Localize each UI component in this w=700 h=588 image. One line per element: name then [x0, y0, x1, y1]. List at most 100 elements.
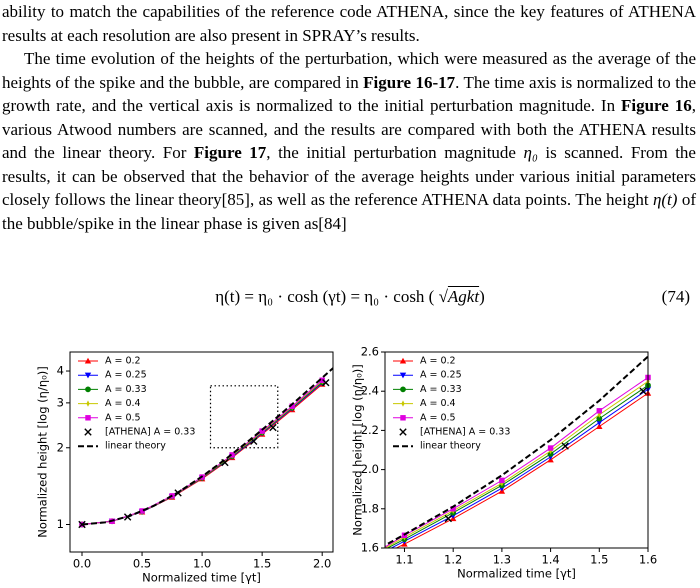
y-tick-label: 2.4	[361, 384, 379, 398]
marker	[84, 428, 92, 436]
marker	[547, 445, 554, 451]
x-tick-label: 1.5	[253, 557, 271, 571]
y-tick-label: 2.6	[361, 345, 379, 359]
text-run: ability to match the capabilities of the…	[2, 2, 696, 45]
marker	[444, 514, 453, 523]
x-tick-label: 1.6	[639, 553, 657, 567]
y-tick-label: 1.8	[361, 501, 379, 515]
legend-label: A = 0.25	[105, 370, 147, 381]
legend-label: [ATHENA] A = 0.33	[420, 427, 510, 438]
x-tick-label: 1.1	[395, 553, 413, 567]
y-tick-label: 1	[57, 517, 64, 531]
legend-label: A = 0.33	[420, 384, 462, 395]
equation-left: η(t) = η₀ · cosh (γt) = η₀ · cosh ( √	[215, 287, 448, 306]
marker	[259, 428, 265, 434]
equation-number: (74)	[661, 287, 690, 306]
legend-label: A = 0.4	[105, 398, 141, 409]
y-tick-label: 2	[57, 440, 64, 454]
marker	[399, 372, 407, 379]
math: η(t)	[652, 190, 678, 209]
equation-body: η(t) = η₀ · cosh (γt) = η₀ · cosh ( √Agk…	[0, 287, 700, 307]
legend-label: A = 0.2	[105, 356, 141, 367]
inset-box	[209, 385, 279, 449]
x-tick-label: 1.4	[541, 553, 559, 567]
marker	[639, 387, 647, 395]
marker	[561, 442, 569, 450]
x-tick-label: 1.2	[444, 553, 462, 567]
marker	[400, 386, 406, 393]
equation-right: )	[479, 287, 485, 306]
marker	[269, 423, 277, 432]
y-tick-label: 1.6	[361, 541, 379, 555]
equation-radicand: Agkt	[447, 287, 480, 306]
x-axis-label: Normalized time [γt]	[457, 567, 576, 581]
series	[385, 355, 648, 547]
axes-frame	[69, 351, 334, 553]
x-tick-label: 1.0	[193, 557, 211, 571]
marker	[450, 506, 456, 512]
text-run: The time evolution of the heights of the…	[2, 49, 696, 92]
y-tick-label: 2.0	[361, 462, 379, 476]
legend-label: A = 0.5	[105, 412, 141, 423]
marker	[596, 415, 603, 422]
marker	[139, 508, 145, 514]
x-axis-label: Normalized time [γt]	[142, 571, 261, 585]
marker	[596, 423, 603, 430]
marker	[319, 377, 325, 383]
text-run: . The time axis is normalized to the gro…	[2, 72, 696, 116]
series	[81, 366, 333, 526]
y-tick-label: 3	[57, 395, 64, 409]
y-tick-label: 2.2	[361, 423, 379, 437]
legend-label: A = 0.25	[420, 370, 462, 381]
text-run: is scanned. From the results, it can be …	[2, 143, 696, 209]
math: η₀	[523, 143, 538, 162]
equation: η(t) = η₀ · cosh (γt) = η₀ · cosh ( √Agk…	[0, 287, 694, 313]
x-tick-label: 2.0	[313, 557, 331, 571]
x-tick-label: 0.5	[133, 557, 151, 571]
marker	[85, 415, 91, 421]
y-axis-label: Normalized height [log (η/η₀)]	[36, 366, 50, 537]
paragraph: ability to match the capabilities of the…	[2, 0, 696, 47]
marker	[322, 378, 330, 387]
marker	[400, 415, 406, 421]
y-tick-label: 4	[57, 364, 64, 378]
legend-label: A = 0.2	[420, 356, 456, 367]
marker	[399, 357, 407, 364]
figure-ref: Figure 16	[620, 96, 692, 115]
series-line	[385, 355, 648, 547]
marker	[289, 403, 295, 409]
legend-label: A = 0.5	[420, 412, 456, 423]
text-run: , the initial perturbation magnitude	[266, 143, 524, 162]
series-line	[81, 366, 333, 526]
marker	[84, 357, 92, 364]
marker	[596, 408, 603, 414]
legend-label: A = 0.33	[105, 384, 147, 395]
marker	[78, 520, 86, 529]
x-tick-label: 0.0	[73, 557, 91, 571]
legend-label: linear theory	[420, 441, 481, 452]
body-text: ability to match the capabilities of the…	[2, 0, 696, 235]
x-tick-label: 1.5	[590, 553, 608, 567]
marker	[399, 428, 407, 436]
text-run: , various Atwood numbers are scanned, an…	[2, 96, 696, 162]
text-run: of the bubble/spike in the linear phase …	[2, 190, 696, 233]
y-axis-label: Normalized height [log (η/η₀)]	[351, 364, 365, 535]
legend-label: A = 0.4	[420, 398, 456, 409]
x-tick-label: 1.3	[493, 553, 511, 567]
marker	[596, 420, 603, 426]
marker	[500, 480, 504, 487]
figure-ref: Figure 17	[193, 143, 267, 162]
marker	[84, 372, 92, 379]
paragraph: The time evolution of the heights of the…	[2, 47, 696, 235]
marker	[401, 400, 405, 407]
figure-ref: Figure 16-17	[363, 72, 456, 92]
legend-label: linear theory	[105, 441, 166, 452]
marker	[229, 452, 235, 458]
axes-frame	[384, 351, 649, 549]
marker	[85, 386, 91, 393]
marker	[499, 477, 505, 484]
legend-label: [ATHENA] A = 0.33	[105, 427, 195, 438]
marker	[86, 400, 90, 407]
